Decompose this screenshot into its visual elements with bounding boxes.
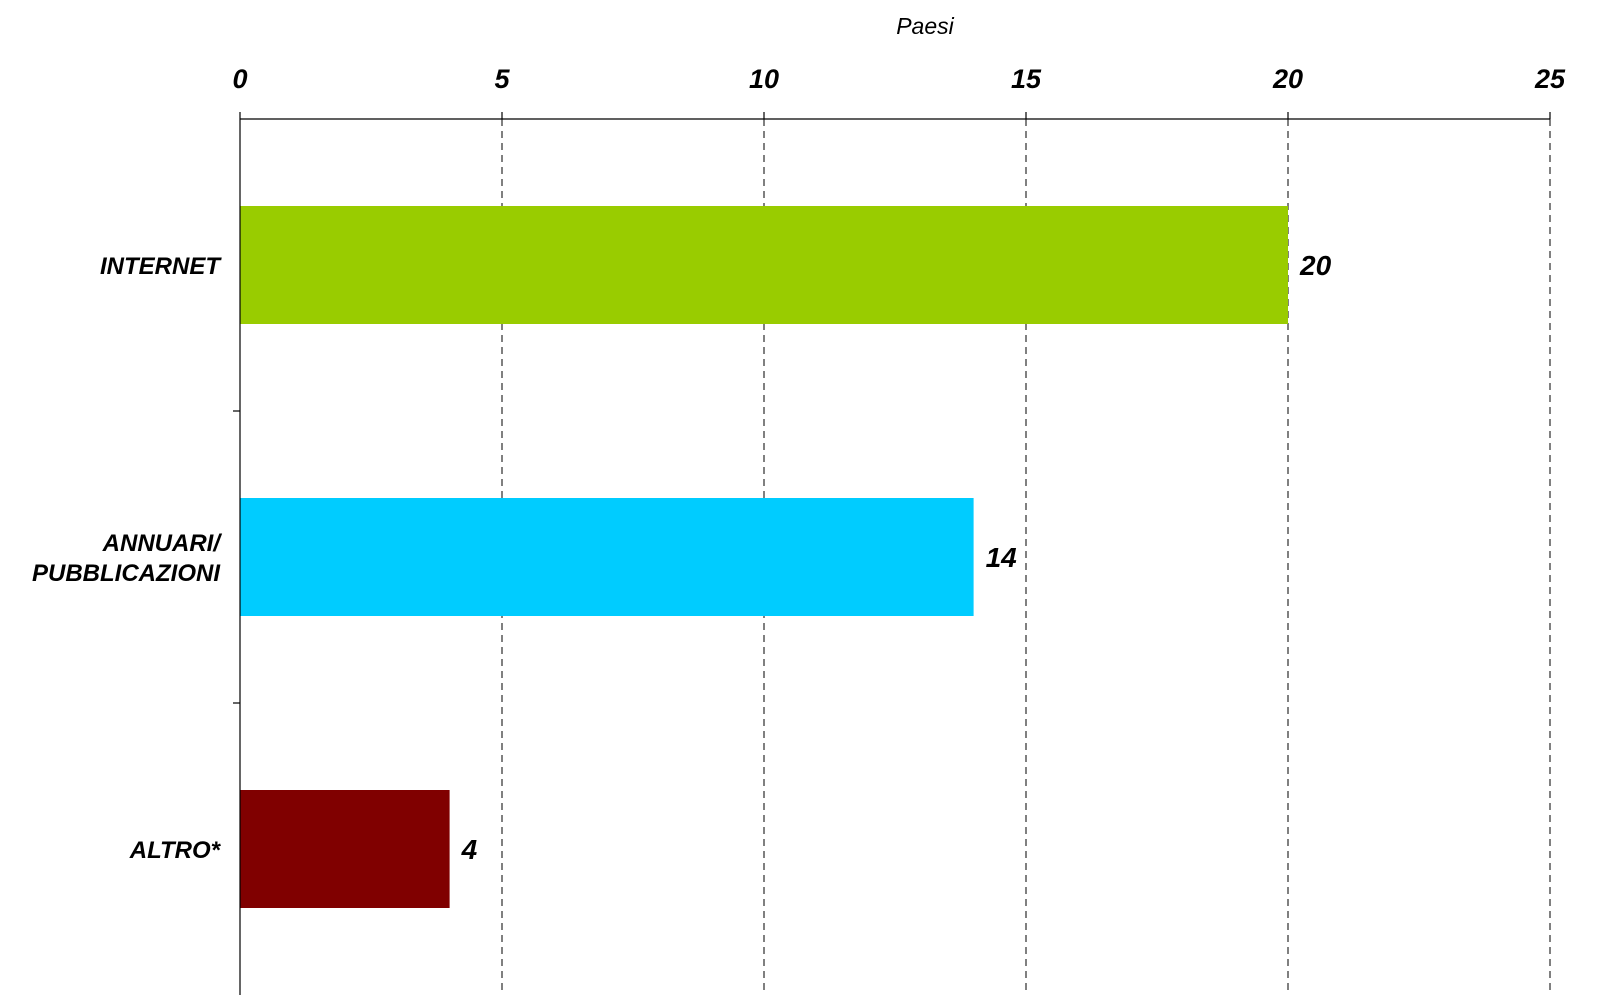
x-tick-label-5: 5 [494,64,510,94]
x-axis-title: Paesi [896,13,954,39]
x-tick-label-20: 20 [1272,64,1303,94]
category-label-0: INTERNET [100,253,222,280]
category-label-2: ALTRO* [129,837,222,864]
labels: 0 5 10 15 20 25 INTERNET 20 ANNUARI/PUBBLICAZION… [32,64,1566,865]
bar-2 [240,790,450,908]
data-label-1: 14 [986,542,1018,573]
bar-0 [240,206,1288,324]
x-tick-label-0: 0 [232,64,247,94]
data-label-0: 20 [1299,250,1332,281]
bar-1 [240,498,974,616]
x-tick-label-15: 15 [1011,64,1042,94]
category-label-1: ANNUARI/PUBBLICAZIONI [32,530,222,587]
data-label-2: 4 [461,834,478,865]
x-tick-label-10: 10 [749,64,779,94]
x-tick-label-25: 25 [1534,64,1566,94]
bars [240,206,1288,908]
axes [233,112,1551,995]
